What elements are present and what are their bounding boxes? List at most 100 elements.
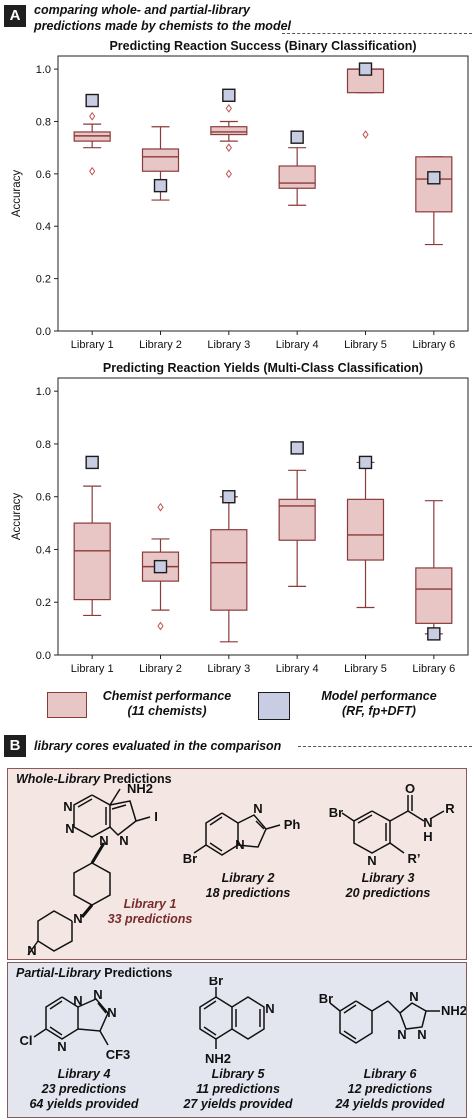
lib3-o-label: O xyxy=(405,783,415,796)
library-3-predictions: 20 predictions xyxy=(345,886,431,900)
yields-outlier-2-1 xyxy=(157,502,164,512)
yields-model-point-5 xyxy=(358,455,373,470)
legend-chemist-line1: Chemist performance xyxy=(102,689,232,703)
whole-library-title: Whole-Library Predictions xyxy=(16,772,172,786)
lib4-cl-label: Cl xyxy=(20,1033,33,1048)
library-4-predictions: 23 predictions xyxy=(41,1082,127,1096)
success-plot-frame xyxy=(57,55,469,332)
whole-library-panel: Whole-Library Predictions N xyxy=(7,768,467,960)
lib3-br-label: Br xyxy=(329,805,343,820)
success-outlier-5-1 xyxy=(362,130,369,139)
library-3-name: Library 3 xyxy=(361,871,415,885)
success-box-4 xyxy=(278,165,316,189)
library-6-structure: Br N N N NH2 xyxy=(319,989,466,1044)
library-5-structure: Br N NH2 xyxy=(199,977,275,1066)
legend-chemist-line2: (11 chemists) xyxy=(127,704,207,718)
success-xtick-label-2: Library 2 xyxy=(139,339,182,351)
yields-model-point-3 xyxy=(222,490,236,504)
library-5-yields: 27 yields provided xyxy=(183,1097,293,1111)
lib6-n-label-1: N xyxy=(409,989,418,1004)
legend-model-swatch xyxy=(258,692,290,720)
library-6-yields: 24 yields provided xyxy=(335,1097,445,1111)
success-outlier-3-2 xyxy=(225,143,232,153)
library-5-name: Library 5 xyxy=(211,1067,265,1081)
library-4-caption: Library 4 23 predictions 64 yields provi… xyxy=(14,1067,154,1112)
success-xtick-label-5: Library 5 xyxy=(344,339,387,351)
lib1-n-label-5: N xyxy=(73,911,82,926)
yields-box-3 xyxy=(210,529,248,611)
yields-ytick-label-2: 0.4 xyxy=(36,544,51,556)
yields-model-point-4 xyxy=(290,441,304,455)
yields-box-6 xyxy=(415,567,453,624)
partial-library-title: Partial-Library Predictions xyxy=(16,966,172,980)
lib1-n-label-6: N xyxy=(27,943,36,958)
lib2-n-label-1: N xyxy=(253,801,262,816)
library-5-predictions: 11 predictions xyxy=(196,1082,280,1096)
panel-a-divider xyxy=(282,33,472,34)
success-ytick-label-4: 0.8 xyxy=(36,116,51,128)
lib1-i-label: I xyxy=(154,809,158,824)
library-4-yields: 64 yields provided xyxy=(29,1097,139,1111)
yields-xtick-label-2: Library 2 xyxy=(139,663,182,675)
lib6-br-label: Br xyxy=(319,991,333,1006)
success-model-point-5 xyxy=(358,62,373,76)
chart-reaction-success: Predicting Reaction Success (Binary Clas… xyxy=(11,39,469,351)
library-3-structure: O N H R N R’ Br xyxy=(329,783,456,868)
lib4-n-label-3: N xyxy=(107,1005,116,1020)
lib2-n-label-2: N xyxy=(235,837,244,852)
library-2-predictions: 18 predictions xyxy=(205,886,291,900)
success-model-point-1 xyxy=(85,93,99,108)
lib5-nh2-label: NH2 xyxy=(205,1051,231,1066)
success-ylabel: Accuracy xyxy=(11,170,23,218)
yields-ytick-label-0: 0.0 xyxy=(36,650,51,662)
yields-title: Predicting Reaction Yields (Multi-Class … xyxy=(103,361,423,375)
success-ytick-label-3: 0.6 xyxy=(36,169,51,181)
lib6-n-label-3: N xyxy=(417,1027,426,1042)
yields-ylabel: Accuracy xyxy=(11,493,23,541)
yields-ytick-label-1: 0.2 xyxy=(36,597,51,609)
legend-chemist-label: Chemist performance (11 chemists) xyxy=(92,689,242,719)
lib1-nh2-label: NH2 xyxy=(127,783,153,796)
yields-xtick-label-3: Library 3 xyxy=(207,663,250,675)
lib2-ph-label: Ph xyxy=(284,817,301,832)
lib3-n-label-2: N xyxy=(367,853,376,868)
lib4-n-label-2: N xyxy=(93,987,102,1002)
library-3-caption: Library 3 20 predictions xyxy=(333,871,443,901)
success-title: Predicting Reaction Success (Binary Clas… xyxy=(109,39,416,53)
panel-a-intro-line1: comparing whole- and partial-library xyxy=(34,3,251,17)
library-4-structure: N N N N Cl CF3 xyxy=(20,987,131,1062)
yields-xtick-label-4: Library 4 xyxy=(276,663,319,675)
library-2-name: Library 2 xyxy=(221,871,275,885)
library-2-caption: Library 2 18 predictions xyxy=(198,871,298,901)
lib5-n-label: N xyxy=(265,1001,274,1016)
lib3-rprime-label: R’ xyxy=(408,851,421,866)
panel-a-badge: A xyxy=(4,5,26,27)
library-6-predictions: 12 predictions xyxy=(347,1082,433,1096)
legend-model-label: Model performance (RF, fp+DFT) xyxy=(293,689,465,719)
lib1-n-label-4: N xyxy=(119,833,128,848)
success-xtick-label-3: Library 3 xyxy=(207,339,250,351)
lib6-n-label-2: N xyxy=(397,1027,406,1042)
whole-library-title-italic: Whole-Library xyxy=(16,772,101,786)
success-outlier-1-1 xyxy=(89,111,96,121)
panel-b-intro: library cores evaluated in the compariso… xyxy=(34,739,282,753)
success-ytick-label-0: 0.0 xyxy=(36,326,51,338)
lib4-n-label-1: N xyxy=(73,993,82,1008)
success-box-3 xyxy=(210,126,248,136)
legend-chemist-swatch xyxy=(47,692,87,718)
success-xtick-label-4: Library 4 xyxy=(276,339,319,351)
panel-a-intro: comparing whole- and partial-library pre… xyxy=(34,2,291,34)
success-outlier-3-1 xyxy=(225,104,232,113)
lib1-n-label-2: N xyxy=(65,821,74,836)
yields-ytick-label-5: 1.0 xyxy=(36,386,51,398)
yields-ytick-label-3: 0.6 xyxy=(36,492,51,504)
library-4-name: Library 4 xyxy=(57,1067,111,1081)
library-1-caption: Library 1 33 predictions xyxy=(100,897,200,927)
yields-model-point-1 xyxy=(85,455,99,470)
yields-model-point-6 xyxy=(427,627,441,641)
success-ytick-label-1: 0.2 xyxy=(36,274,51,286)
success-xtick-label-1: Library 1 xyxy=(71,339,114,351)
success-model-point-4 xyxy=(290,130,304,144)
panel-a-intro-line2: predictions made by chemists to the mode… xyxy=(34,19,292,33)
yields-plot-frame xyxy=(57,377,469,656)
